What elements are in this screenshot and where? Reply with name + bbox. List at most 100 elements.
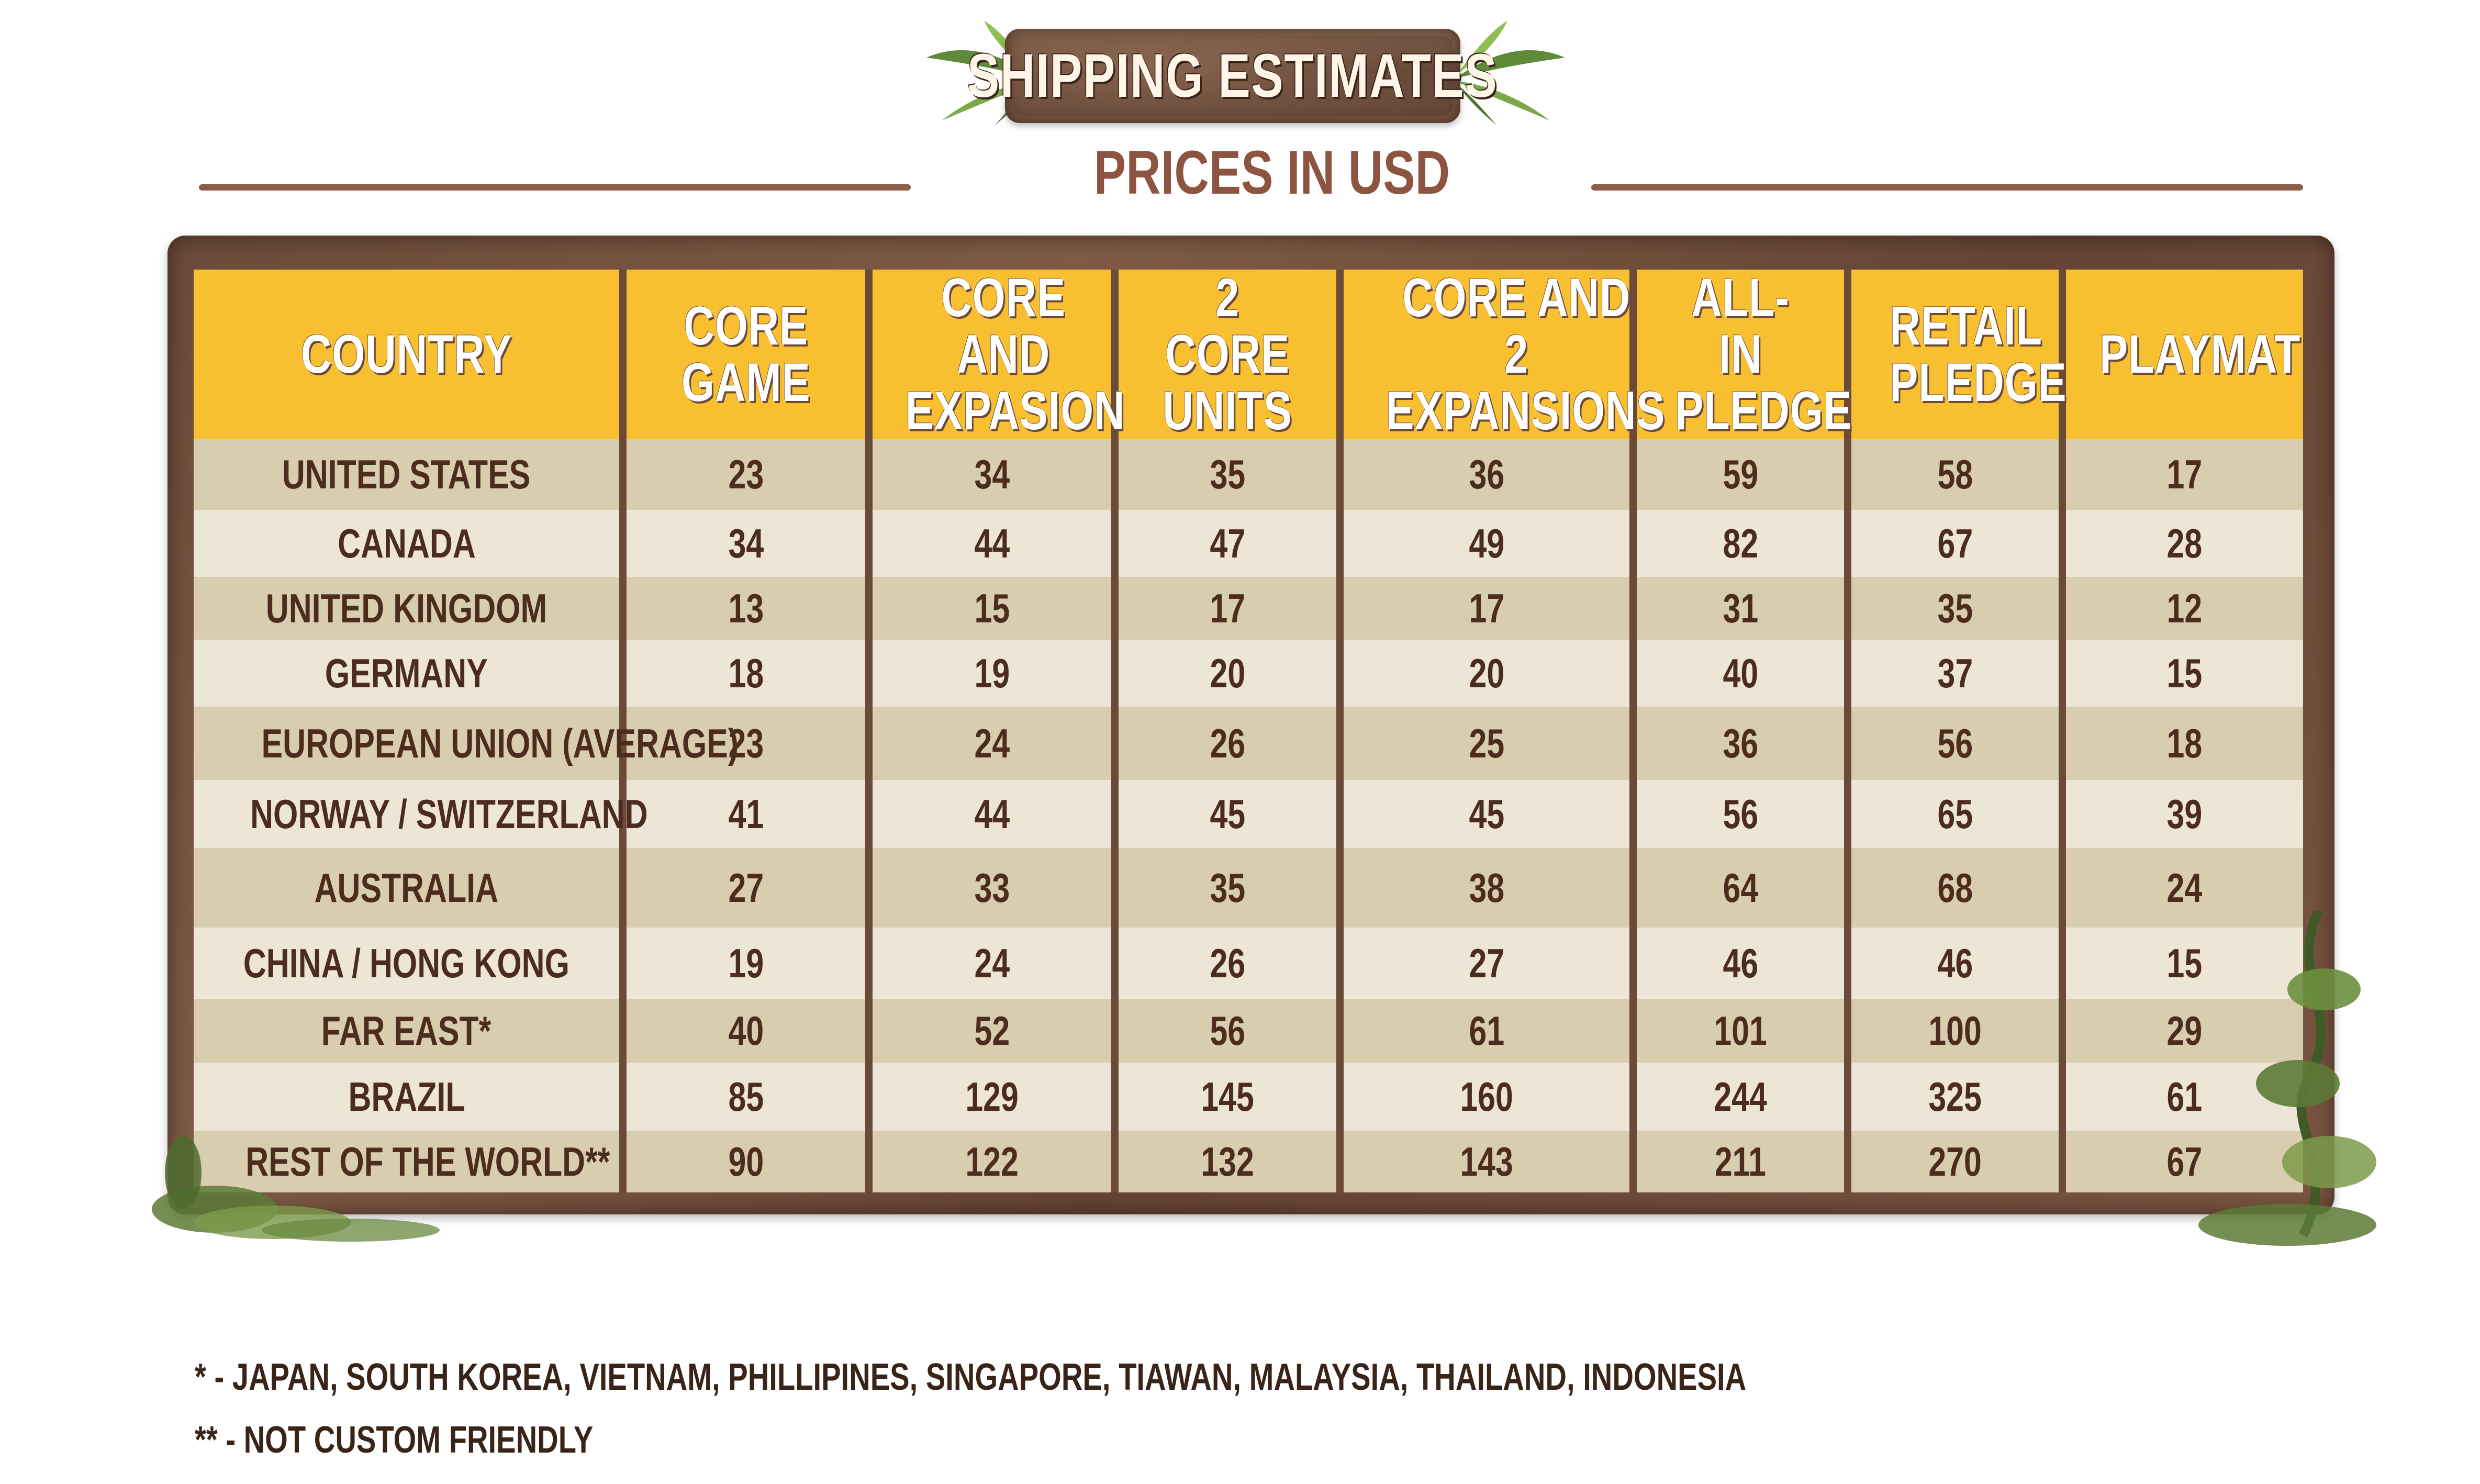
- price-value: 13: [728, 585, 764, 631]
- table-row: NORWAY / SWITZERLAND 41 44 45 45 56 65 39: [194, 780, 2303, 848]
- price-value: 15: [974, 585, 1010, 631]
- price-cell: 12: [2062, 577, 2303, 640]
- column-header-label: 2 CORE UNITS: [1163, 267, 1292, 441]
- divider-left: [199, 184, 911, 191]
- table-row: FAR EAST* 40 52 56 61 101 100 29: [194, 999, 2303, 1063]
- country-cell: UNITED STATES: [194, 439, 627, 510]
- price-value: 24: [2166, 864, 2203, 911]
- price-value: 26: [1210, 940, 1245, 986]
- price-cell: 45: [1115, 780, 1344, 848]
- column-header-retail-pledge: RETAIL PLEDGE: [1848, 270, 2067, 439]
- price-value: 27: [728, 864, 764, 911]
- price-value: 34: [974, 451, 1010, 497]
- price-value: 160: [1460, 1073, 1513, 1120]
- table-row: GERMANY 18 19 20 20 40 37 15: [194, 640, 2303, 707]
- price-value: 18: [728, 650, 764, 696]
- price-value: 45: [1469, 790, 1504, 837]
- price-value: 38: [1469, 864, 1504, 911]
- price-value: 20: [1210, 650, 1245, 696]
- country-cell: BRAZIL: [194, 1063, 627, 1131]
- price-cell: 129: [869, 1063, 1119, 1131]
- price-value: 122: [965, 1138, 1019, 1185]
- price-value: 56: [1937, 720, 1973, 766]
- column-header-core-and-2-expansions: CORE AND 2 EXPANSIONS: [1340, 270, 1664, 439]
- price-value: 45: [1210, 790, 1245, 837]
- country-name: GERMANY: [325, 650, 488, 696]
- price-value: 23: [728, 720, 764, 766]
- price-value: 145: [1201, 1073, 1254, 1120]
- price-cell: 64: [1633, 848, 1851, 928]
- price-value: 24: [974, 720, 1010, 766]
- price-value: 129: [965, 1073, 1019, 1120]
- column-header-all-in-pledge: ALL-IN PLEDGE: [1633, 270, 1852, 439]
- price-value: 67: [1937, 520, 1973, 566]
- price-cell: 58: [1848, 439, 2066, 510]
- table-row: CANADA 34 44 47 49 82 67 28: [194, 510, 2303, 577]
- price-cell: 34: [869, 439, 1119, 510]
- column-header-core-and-expasion: CORE AND EXPASION: [869, 267, 1125, 441]
- price-cell: 24: [2062, 848, 2303, 928]
- price-cell: 270: [1848, 1131, 2066, 1192]
- column-header-core-game: CORE GAME: [623, 270, 873, 439]
- price-cell: 26: [1115, 707, 1344, 780]
- price-cell: 15: [2062, 928, 2303, 999]
- price-value: 90: [728, 1138, 764, 1185]
- price-cell: 47: [1115, 510, 1344, 577]
- price-value: 49: [1469, 520, 1504, 566]
- price-value: 25: [1469, 720, 1504, 766]
- table-row: UNITED STATES 23 34 35 36 59 58 17: [194, 439, 2303, 510]
- price-cell: 20: [1340, 640, 1637, 707]
- price-value: 27: [1469, 940, 1504, 986]
- price-value: 143: [1460, 1138, 1513, 1185]
- column-header-2-core-units: 2 CORE UNITS: [1115, 267, 1344, 441]
- price-value: 24: [974, 940, 1010, 986]
- vine-icon: [2198, 911, 2376, 1246]
- country-cell: UNITED KINGDOM: [194, 577, 627, 640]
- price-cell: 65: [1848, 780, 2066, 848]
- price-cell: 24: [869, 707, 1119, 780]
- country-name: BRAZIL: [348, 1073, 465, 1120]
- price-cell: 35: [1115, 439, 1344, 510]
- country-name: REST OF THE WORLD**: [245, 1138, 610, 1185]
- price-cell: 56: [1848, 707, 2066, 780]
- price-value: 211: [1714, 1138, 1767, 1185]
- price-cell: 28: [2062, 510, 2303, 577]
- price-cell: 17: [2062, 439, 2303, 510]
- country-cell: REST OF THE WORLD**: [194, 1131, 627, 1192]
- price-cell: 27: [1340, 928, 1637, 999]
- price-cell: 44: [869, 780, 1119, 848]
- price-value: 12: [2166, 585, 2203, 631]
- price-cell: 85: [623, 1063, 873, 1131]
- price-value: 100: [1928, 1007, 1982, 1054]
- price-value: 17: [1469, 585, 1504, 631]
- vine-icon: [152, 1136, 440, 1242]
- price-cell: 15: [869, 577, 1119, 640]
- price-value: 34: [728, 520, 764, 566]
- column-header-playmat: PLAYMAT: [2062, 270, 2303, 439]
- price-cell: 27: [623, 848, 873, 928]
- price-value: 37: [1937, 650, 1973, 696]
- price-cell: 160: [1340, 1063, 1637, 1131]
- price-value: 68: [1937, 864, 1973, 911]
- price-cell: 35: [1848, 577, 2066, 640]
- column-header-label: RETAIL PLEDGE: [1890, 296, 2067, 413]
- price-cell: 31: [1633, 577, 1851, 640]
- price-cell: 41: [623, 780, 873, 848]
- price-cell: 46: [1848, 928, 2066, 999]
- price-value: 20: [1469, 650, 1504, 696]
- price-value: 35: [1210, 864, 1245, 911]
- column-header-label: PLAYMAT: [2099, 324, 2301, 385]
- table-row: EUROPEAN UNION (AVERAGE) 23 24 26 25 36 56 18: [194, 707, 2303, 780]
- table-row: BRAZIL 85 129 145 160 244 325 61: [194, 1063, 2303, 1131]
- price-cell: 17: [1115, 577, 1344, 640]
- price-value: 31: [1723, 585, 1758, 631]
- price-value: 244: [1714, 1073, 1767, 1120]
- price-cell: 67: [1848, 510, 2066, 577]
- price-value: 61: [2166, 1073, 2203, 1120]
- price-value: 44: [974, 790, 1010, 837]
- price-cell: 40: [1633, 640, 1851, 707]
- column-header-label: CORE AND EXPASION: [905, 267, 1125, 441]
- price-value: 26: [1210, 720, 1245, 766]
- title-banner: SHIPPING ESTIMATES: [967, 29, 1497, 123]
- price-cell: 19: [869, 640, 1119, 707]
